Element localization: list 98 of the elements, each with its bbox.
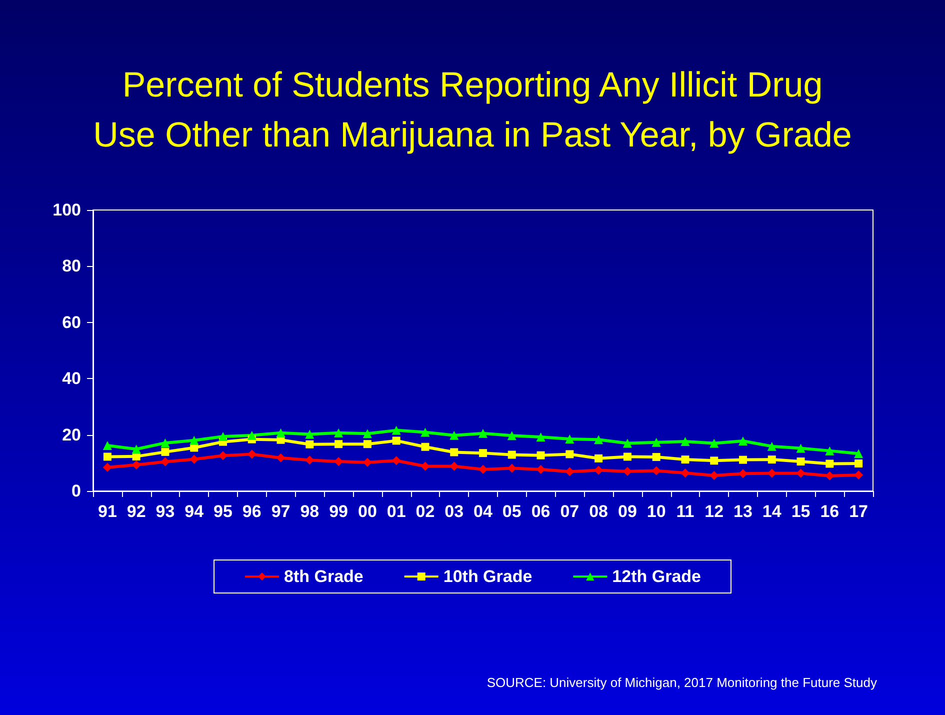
point [507,431,516,440]
x-tick-label: 07 [560,502,580,521]
point [362,429,372,438]
point [681,456,690,464]
x-tick-label: 94 [184,502,204,521]
x-tick-label: 11 [676,502,694,521]
x-tick-label: 16 [820,502,840,521]
legend-label: 12th Grade [612,567,701,586]
point [796,444,806,453]
point [363,440,372,448]
x-tick-label: 15 [791,502,810,521]
point [276,453,286,462]
x-tick-label: 91 [98,502,117,521]
x-tick-label: 08 [589,502,608,521]
point [420,428,430,437]
point [132,444,141,454]
point [102,462,112,472]
point [161,448,170,456]
point [536,432,546,442]
point [652,453,660,461]
point [103,452,112,461]
point [566,450,574,458]
point [767,442,776,451]
point [594,454,603,462]
x-tick-label: 99 [329,502,348,521]
x-tick-label: 13 [734,502,752,521]
x-tick-label: 96 [242,502,262,521]
point [738,436,748,446]
x-tick-label: 93 [156,502,175,521]
point [102,440,112,450]
y-tick-label: 80 [62,256,81,276]
y-tick-label: 0 [72,482,81,500]
point [392,426,401,435]
point [421,442,430,451]
point [190,454,199,464]
point [247,430,256,440]
point [739,456,747,464]
point [854,449,864,458]
x-tick-label: 00 [358,502,377,521]
x-tick-label: 10 [646,502,666,521]
point [478,464,488,474]
legend-label: 8th Grade [284,567,364,586]
x-tick-label: 06 [531,502,550,521]
y-tick-label: 100 [52,200,81,220]
x-tick-label: 01 [386,502,406,521]
point [305,430,314,439]
source-note: SOURCE: University of Michigan, 2017 Monitoring the Future Study [486,675,878,690]
point [710,438,719,448]
x-tick-label: 05 [502,502,522,521]
point [565,434,574,444]
point [854,470,864,480]
point [854,459,863,468]
point [680,437,690,446]
point [450,448,458,456]
point [825,446,834,456]
x-tick-label: 95 [214,502,232,521]
x-tick-label: 03 [444,502,464,521]
point [738,469,748,478]
y-tick-label: 60 [62,312,81,332]
x-tick-label: 17 [849,502,868,521]
legend-label: 10th Grade [443,567,532,586]
point [652,438,661,447]
point [508,450,516,459]
point [710,456,718,465]
point [478,428,488,438]
point [796,457,805,466]
point [536,451,545,460]
y-tick-label: 40 [62,369,81,388]
point [132,460,141,470]
point [623,452,632,461]
point [594,435,604,444]
point [450,462,459,471]
point [768,456,776,464]
x-tick-label: 98 [300,502,320,521]
point [450,430,459,440]
point [218,432,228,441]
point [306,440,314,448]
point [622,438,632,448]
x-tick-label: 04 [474,502,493,521]
point [826,460,834,468]
point [334,440,343,448]
point [160,438,170,448]
x-tick-label: 02 [416,502,435,521]
x-tick-label: 92 [126,502,146,521]
point [334,428,344,438]
point [680,468,690,478]
point [160,457,170,466]
x-tick-label: 09 [618,502,637,521]
point [392,436,400,445]
point [218,451,228,460]
chart-title: Percent of Students Reporting Any Illicit Drug Use Other than Marijuana in Past Year, by Grade [93,66,852,154]
x-tick-label: 12 [704,502,724,521]
point [276,428,286,438]
x-tick-label: 14 [762,502,782,521]
x-tick-label: 97 [271,502,290,521]
y-tick-label: 20 [62,425,81,444]
point [190,436,199,445]
point [479,449,487,458]
